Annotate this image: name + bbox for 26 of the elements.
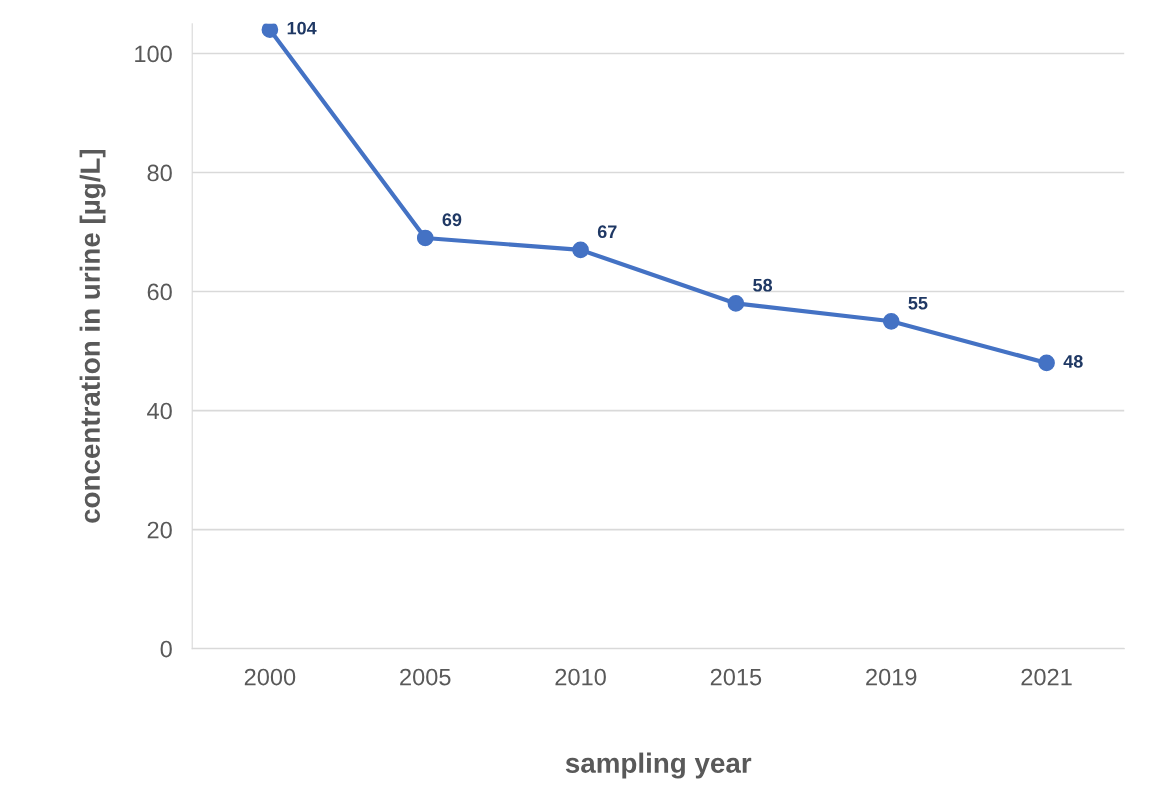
point (1038, 354, 1055, 372)
data-label: 104 (287, 21, 317, 35)
y-tick-label: 100 (135, 45, 172, 63)
point (416, 229, 434, 247)
point (727, 295, 745, 312)
point (572, 241, 589, 259)
x-tick-label: 2005 (400, 668, 451, 686)
point (882, 312, 900, 330)
x-tick-label: 2010 (555, 668, 606, 686)
y-tick-label: 80 (147, 164, 172, 182)
data-label: 48 (1063, 355, 1083, 368)
x-tick-label: 2019 (866, 668, 917, 686)
x-tick-label: 2000 (244, 668, 296, 686)
y-tick-label: 0 (160, 640, 172, 658)
data-label: 69 (442, 213, 462, 227)
point (261, 23, 279, 39)
x-tick-label: 2015 (710, 668, 762, 686)
x-tick-label: 2021 (1021, 668, 1072, 686)
data-label: 55 (908, 296, 928, 310)
y-axis-title: concentration in urine [µg/L] (79, 149, 106, 523)
data-label: 58 (753, 278, 773, 292)
y-tick-label: 60 (147, 283, 172, 301)
data-label: 67 (597, 225, 617, 239)
x-axis-title: sampling year (565, 752, 752, 779)
y-tick-label: 20 (147, 521, 172, 539)
y-tick-label: 40 (147, 402, 172, 420)
